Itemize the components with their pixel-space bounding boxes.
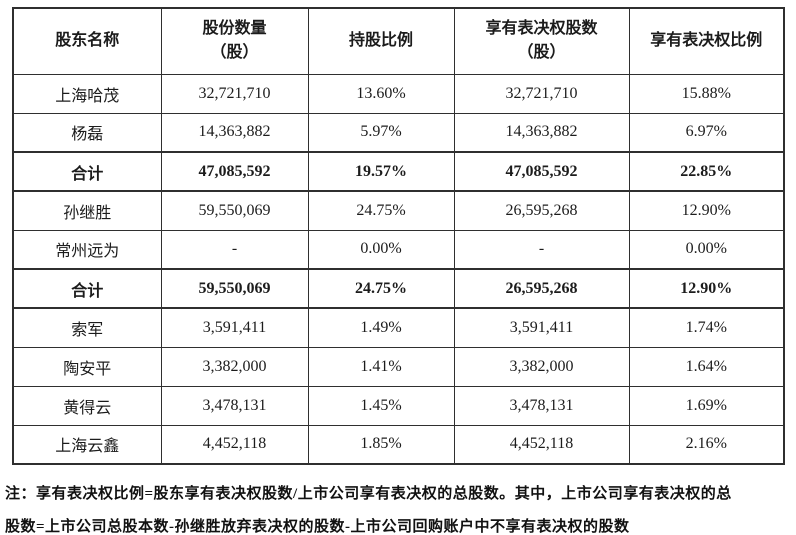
header-line: 股份数量 bbox=[202, 20, 267, 38]
header-line: （股） bbox=[517, 44, 566, 62]
holding-ratio-cell: 0.00% bbox=[307, 229, 455, 270]
col-header-voting-share-count: 享有表决权股数 （股） bbox=[453, 7, 630, 75]
header-line: （股） bbox=[210, 44, 259, 62]
voting-ratio-cell: 0.00% bbox=[628, 229, 785, 270]
holding-ratio-cell: 1.45% bbox=[307, 385, 455, 426]
col-header-share-count: 股份数量 （股） bbox=[160, 7, 309, 75]
shareholder-name-cell: 合计 bbox=[12, 151, 162, 192]
share-count-cell: 59,550,069 bbox=[160, 190, 309, 231]
shareholder-name-cell: 杨磊 bbox=[12, 112, 162, 153]
col-header-holding-ratio: 持股比例 bbox=[307, 7, 455, 75]
header-line: 享有表决权股数 bbox=[485, 20, 598, 38]
shareholder-voting-rights-table: 股东名称 股份数量 （股） 持股比例 享有表决权股数 （股） 享有表决权比例 bbox=[12, 7, 785, 465]
table-row: 常州远为 - 0.00% - 0.00% bbox=[12, 229, 785, 270]
share-count-cell: 3,478,131 bbox=[160, 385, 309, 426]
voting-share-count-cell: 47,085,592 bbox=[453, 151, 630, 192]
voting-share-count-cell: 3,382,000 bbox=[453, 346, 630, 387]
table-header-row: 股东名称 股份数量 （股） 持股比例 享有表决权股数 （股） 享有表决权比例 bbox=[12, 7, 785, 75]
voting-ratio-cell: 2.16% bbox=[628, 424, 785, 465]
table-row: 黄得云 3,478,131 1.45% 3,478,131 1.69% bbox=[12, 385, 785, 426]
voting-ratio-cell: 15.88% bbox=[628, 73, 785, 114]
table-row: 索军 3,591,411 1.49% 3,591,411 1.74% bbox=[12, 307, 785, 348]
holding-ratio-cell: 1.41% bbox=[307, 346, 455, 387]
voting-ratio-cell: 22.85% bbox=[628, 151, 785, 192]
share-count-cell: 47,085,592 bbox=[160, 151, 309, 192]
voting-ratio-cell: 6.97% bbox=[628, 112, 785, 153]
voting-share-count-cell: 14,363,882 bbox=[453, 112, 630, 153]
share-count-cell: - bbox=[160, 229, 309, 270]
voting-share-count-cell: 3,591,411 bbox=[453, 307, 630, 348]
col-header-shareholder-name: 股东名称 bbox=[12, 7, 162, 75]
shareholder-name-cell: 索军 bbox=[12, 307, 162, 348]
footnote-line-1: 注：享有表决权比例=股东享有表决权股数/上市公司享有表决权的总股数。其中，上市公… bbox=[5, 486, 732, 502]
share-count-cell: 4,452,118 bbox=[160, 424, 309, 465]
holding-ratio-cell: 13.60% bbox=[307, 73, 455, 114]
footnote-line-2: 股数=上市公司总股本数-孙继胜放弃表决权的股数-上市公司回购账户中不享有表决权的… bbox=[5, 519, 630, 535]
col-header-voting-ratio: 享有表决权比例 bbox=[628, 7, 785, 75]
voting-share-count-cell: 26,595,268 bbox=[453, 190, 630, 231]
voting-ratio-cell: 12.90% bbox=[628, 268, 785, 309]
holding-ratio-cell: 1.85% bbox=[307, 424, 455, 465]
holding-ratio-cell: 5.97% bbox=[307, 112, 455, 153]
table-row-subtotal: 合计 47,085,592 19.57% 47,085,592 22.85% bbox=[12, 151, 785, 192]
holding-ratio-cell: 1.49% bbox=[307, 307, 455, 348]
shareholder-name-cell: 黄得云 bbox=[12, 385, 162, 426]
voting-share-count-cell: 32,721,710 bbox=[453, 73, 630, 114]
table-row: 上海云鑫 4,452,118 1.85% 4,452,118 2.16% bbox=[12, 424, 785, 465]
header-line: 享有表决权比例 bbox=[650, 32, 763, 50]
holding-ratio-cell: 24.75% bbox=[307, 190, 455, 231]
shareholder-name-cell: 孙继胜 bbox=[12, 190, 162, 231]
share-count-cell: 3,382,000 bbox=[160, 346, 309, 387]
voting-ratio-cell: 1.64% bbox=[628, 346, 785, 387]
shareholder-name-cell: 陶安平 bbox=[12, 346, 162, 387]
share-count-cell: 32,721,710 bbox=[160, 73, 309, 114]
table-row-subtotal: 合计 59,550,069 24.75% 26,595,268 12.90% bbox=[12, 268, 785, 309]
shareholder-name-cell: 上海哈茂 bbox=[12, 73, 162, 114]
voting-share-count-cell: - bbox=[453, 229, 630, 270]
share-count-cell: 3,591,411 bbox=[160, 307, 309, 348]
holding-ratio-cell: 24.75% bbox=[307, 268, 455, 309]
voting-share-count-cell: 4,452,118 bbox=[453, 424, 630, 465]
share-count-cell: 14,363,882 bbox=[160, 112, 309, 153]
header-line: 股东名称 bbox=[55, 32, 120, 50]
holding-ratio-cell: 19.57% bbox=[307, 151, 455, 192]
table-row: 上海哈茂 32,721,710 13.60% 32,721,710 15.88% bbox=[12, 73, 785, 114]
shareholder-name-cell: 常州远为 bbox=[12, 229, 162, 270]
table-row: 孙继胜 59,550,069 24.75% 26,595,268 12.90% bbox=[12, 190, 785, 231]
footnote: 注：享有表决权比例=股东享有表决权股数/上市公司享有表决权的总股数。其中，上市公… bbox=[5, 478, 793, 535]
voting-ratio-cell: 1.69% bbox=[628, 385, 785, 426]
voting-ratio-cell: 1.74% bbox=[628, 307, 785, 348]
table-row: 杨磊 14,363,882 5.97% 14,363,882 6.97% bbox=[12, 112, 785, 153]
share-count-cell: 59,550,069 bbox=[160, 268, 309, 309]
voting-share-count-cell: 26,595,268 bbox=[453, 268, 630, 309]
shareholder-name-cell: 上海云鑫 bbox=[12, 424, 162, 465]
header-line: 持股比例 bbox=[348, 32, 413, 50]
voting-share-count-cell: 3,478,131 bbox=[453, 385, 630, 426]
table-row: 陶安平 3,382,000 1.41% 3,382,000 1.64% bbox=[12, 346, 785, 387]
shareholder-name-cell: 合计 bbox=[12, 268, 162, 309]
voting-ratio-cell: 12.90% bbox=[628, 190, 785, 231]
